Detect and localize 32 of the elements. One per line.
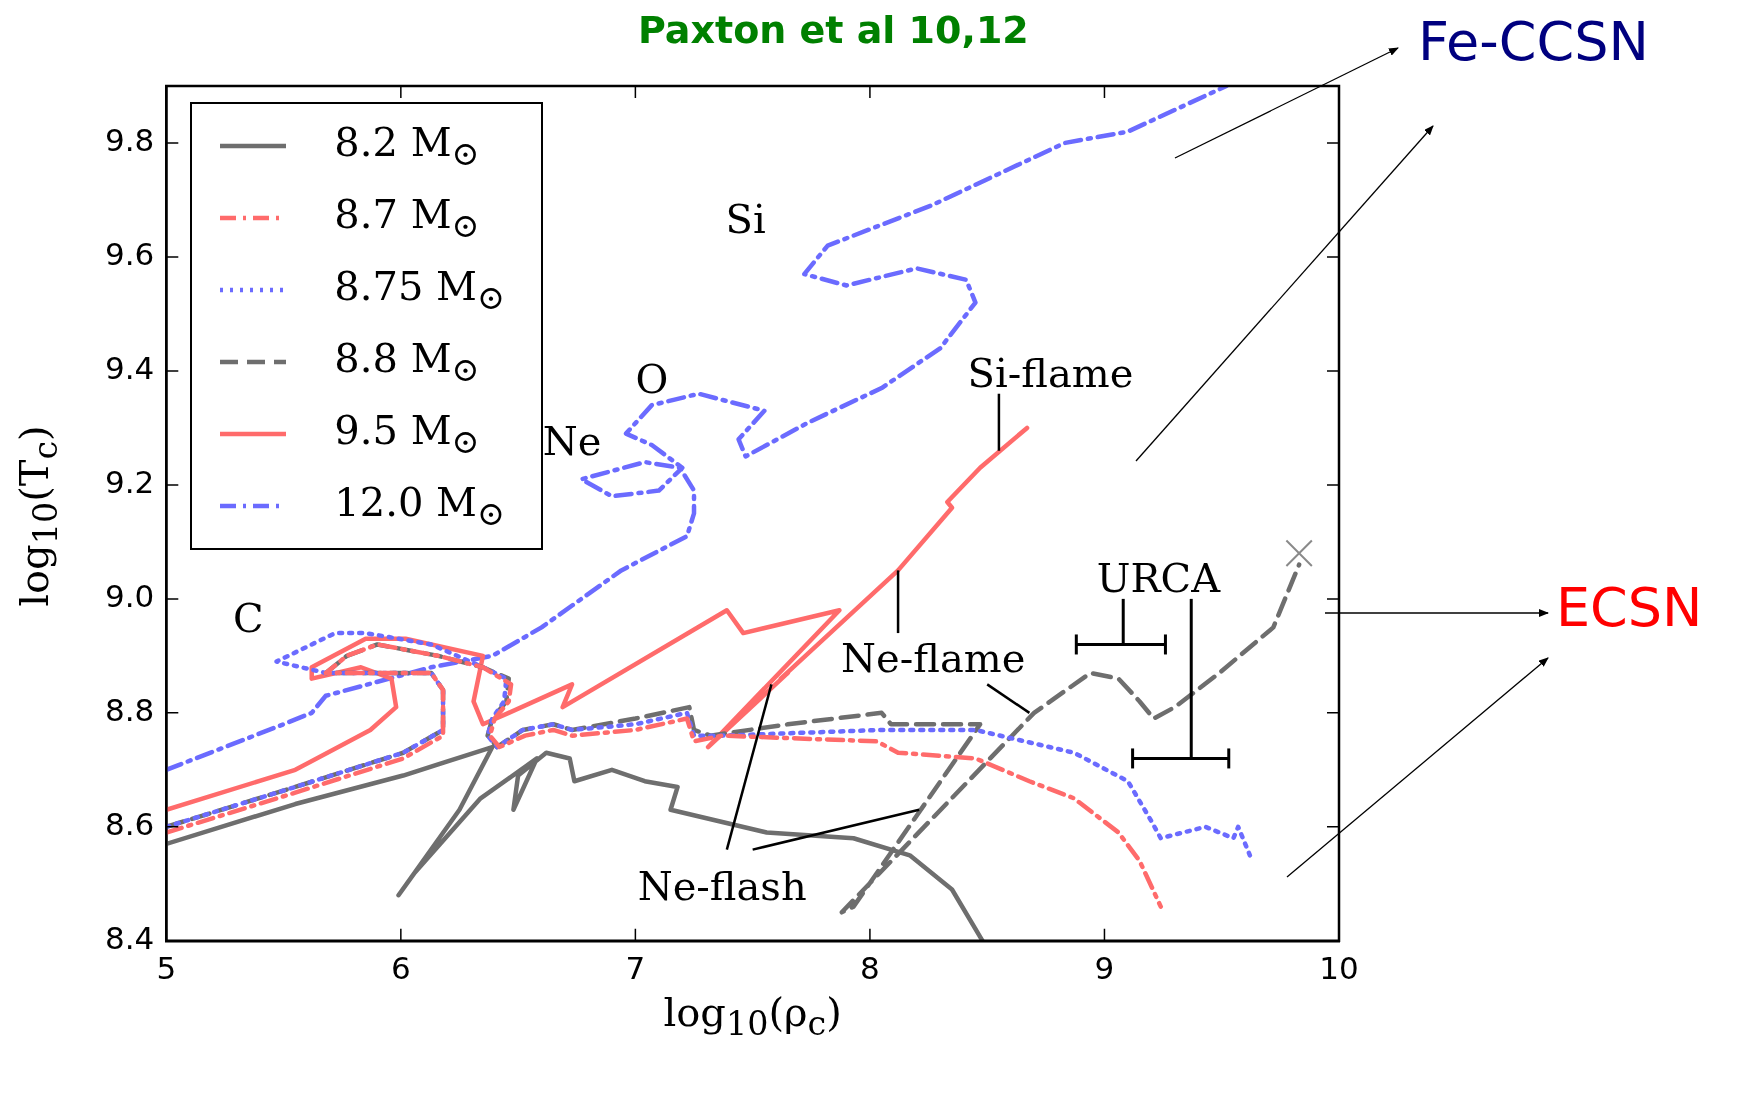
legend-label: 9.5 M$_{⊙}$ <box>334 407 480 461</box>
y-tick-label: 9.2 <box>104 463 155 500</box>
text: Fe-CCSN <box>1418 10 1649 73</box>
y-tick-label: 9.8 <box>104 122 155 159</box>
text: Paxton et al 10,12 <box>638 8 1029 52</box>
legend-label: 8.75 M$_{⊙}$ <box>334 263 505 317</box>
annotation: Ne-flame <box>841 634 1026 681</box>
y-tick-label: 9.0 <box>104 577 155 614</box>
annotation: Ne <box>542 418 602 465</box>
y-tick-label: 8.6 <box>104 805 155 842</box>
x-tick-label: 8 <box>860 950 880 987</box>
y-tick-label: 8.4 <box>104 919 155 956</box>
annotation: URCA <box>1096 555 1222 602</box>
y-tick-label: 9.6 <box>104 236 155 273</box>
text: ECSN <box>1556 576 1703 639</box>
annotation: O <box>635 355 669 402</box>
annotation: Ne-flash <box>637 862 807 909</box>
legend-label: 12.0 M$_{⊙}$ <box>334 479 505 533</box>
x-tick-label: 7 <box>625 950 646 987</box>
y-tick-label: 9.4 <box>104 349 155 386</box>
annotation: Si-flame <box>967 350 1134 397</box>
legend-label: 8.2 M$_{⊙}$ <box>334 119 480 173</box>
x-tick-label: 6 <box>390 950 411 987</box>
x-tick-label: 5 <box>156 950 177 987</box>
y-tick-label: 8.8 <box>104 691 155 728</box>
x-tick-label: 10 <box>1319 950 1359 987</box>
legend-label: 8.7 M$_{⊙}$ <box>334 191 480 245</box>
annotation: C <box>233 595 264 642</box>
x-axis-title: log$_{10}$(ρ$_{c}$) <box>662 988 843 1043</box>
annotation: Si <box>725 196 766 243</box>
x-tick-label: 9 <box>1094 950 1115 987</box>
legend-label: 8.8 M$_{⊙}$ <box>334 335 480 389</box>
